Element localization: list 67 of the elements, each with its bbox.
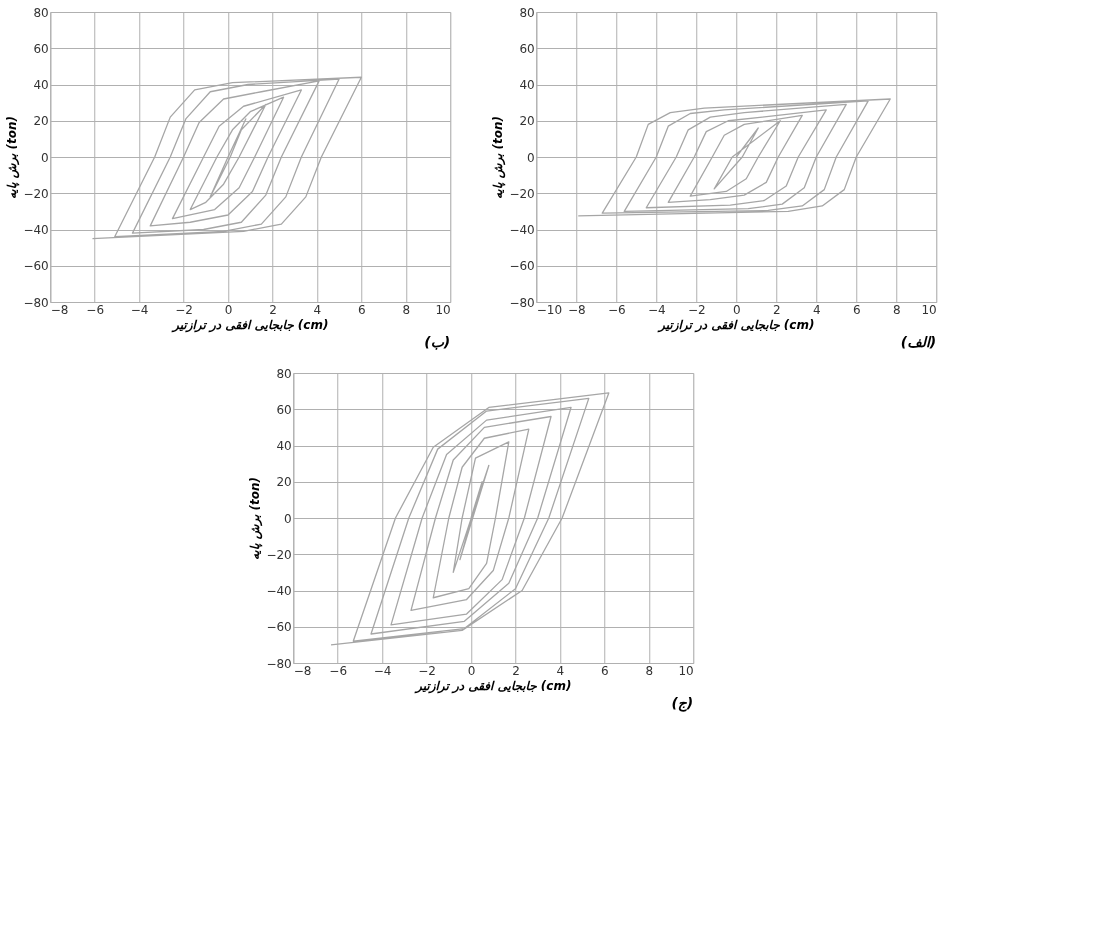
y-tick-label: −40 — [266, 584, 292, 598]
x-tick-label: −4 — [373, 663, 392, 678]
y-tick-label: −20 — [509, 186, 535, 201]
text: (ب) — [424, 334, 451, 350]
x-axis-title: جابجایی افقی در ترازتیر (cm) — [414, 678, 572, 694]
y-tick-label: 40 — [33, 78, 49, 92]
x-tick-label: 8 — [892, 302, 901, 317]
x-axis-title: جابجایی افقی در ترازتیر (cm) — [657, 317, 815, 333]
y-tick-label: 20 — [276, 475, 292, 490]
x-tick-label: 6 — [852, 302, 861, 317]
text: (الف) — [900, 334, 937, 350]
x-tick-label: 0 — [224, 302, 233, 317]
y-tick-label: 60 — [33, 41, 49, 56]
y-tick-label: 40 — [276, 439, 292, 453]
x-axis-title: جابجایی افقی در ترازتیر (cm) — [171, 317, 329, 333]
y-tick-label: −20 — [266, 547, 292, 562]
y-tick-label: 80 — [519, 5, 535, 20]
x-tick-label: 6 — [358, 302, 366, 317]
x-tick-label: 4 — [812, 302, 821, 317]
x-tick-label: −8 — [293, 663, 312, 678]
y-tick-label: 40 — [519, 78, 535, 92]
x-tick-label: −4 — [647, 302, 666, 317]
x-tick-label: 8 — [402, 302, 411, 317]
y-tick-label: −40 — [509, 223, 535, 237]
x-tick-label: −8 — [567, 302, 586, 317]
y-tick-label: −60 — [23, 259, 49, 274]
x-tick-label: −2 — [175, 302, 193, 317]
y-tick-label: 20 — [33, 114, 49, 129]
x-tick-label: −6 — [607, 302, 626, 317]
y-tick-label: 0 — [284, 511, 292, 526]
y-tick-label: 80 — [276, 366, 292, 381]
x-tick-label: 6 — [601, 663, 609, 678]
y-tick-label: 0 — [41, 150, 49, 165]
x-tick-label: 2 — [512, 663, 520, 678]
x-tick-label: 10 — [678, 663, 694, 678]
y-tick-label: −20 — [23, 186, 49, 201]
x-tick-label: 0 — [467, 663, 476, 678]
x-tick-label: 2 — [269, 302, 277, 317]
y-axis-title: برش پایه (ton) — [491, 115, 507, 200]
y-tick-label: −80 — [23, 295, 49, 310]
y-tick-label: −60 — [266, 620, 292, 635]
x-tick-label: −4 — [130, 302, 149, 317]
y-axis-title: برش پایه (ton) — [248, 476, 264, 561]
x-tick-label: −2 — [418, 663, 436, 678]
x-tick-label: −8 — [50, 302, 69, 317]
y-tick-label: 0 — [527, 150, 535, 165]
y-tick-label: 60 — [519, 41, 535, 56]
x-tick-label: −6 — [329, 663, 348, 678]
y-tick-label: 80 — [33, 5, 49, 20]
x-tick-label: 4 — [556, 663, 565, 678]
x-tick-label: −6 — [86, 302, 105, 317]
y-axis-title: برش پایه (ton) — [5, 115, 21, 200]
x-tick-label: 10 — [921, 302, 937, 317]
text: (ج) — [671, 695, 694, 712]
x-tick-label: 2 — [772, 302, 781, 317]
x-tick-label: 4 — [313, 302, 322, 317]
y-tick-label: −80 — [509, 295, 535, 310]
x-tick-label: 8 — [645, 663, 654, 678]
y-tick-label: 60 — [276, 402, 292, 417]
x-tick-label: −10 — [536, 302, 563, 317]
y-tick-label: 20 — [519, 114, 535, 129]
x-tick-label: −2 — [687, 302, 706, 317]
y-tick-label: −40 — [23, 223, 49, 237]
y-tick-label: −60 — [509, 259, 535, 274]
x-tick-label: 10 — [435, 302, 451, 317]
y-tick-label: −80 — [266, 656, 292, 671]
x-tick-label: 0 — [732, 302, 741, 317]
